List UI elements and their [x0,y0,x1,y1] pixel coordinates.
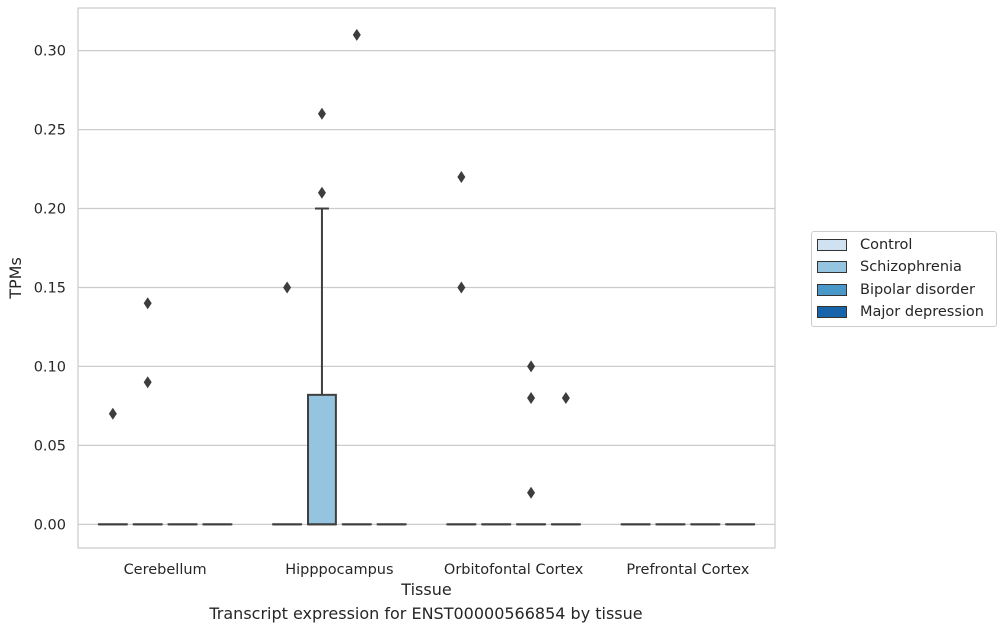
box-schizophrenia-hipppocampus [307,207,337,526]
outlier-point [143,376,152,389]
y-tick-label: 0.30 [34,44,66,60]
outlier-points [108,28,570,499]
y-tick-label: 0.05 [34,438,66,454]
outlier-point [527,360,536,373]
legend-label-control: Control [860,237,913,253]
legend-item-bipolar-disorder: Bipolar disorder [817,280,975,300]
legend-label-major-depression: Major depression [860,304,984,320]
legend-label-schizophrenia: Schizophrenia [860,259,962,275]
legend-swatch-bipolar-disorder [817,284,847,296]
outlier-point [527,392,536,404]
box-body [307,393,337,526]
outlier-point [527,486,536,499]
x-tick-label: Cerebellum [124,562,207,578]
chart-title: Transcript expression for ENST0000056685… [209,604,643,623]
y-tick-label: 0.20 [34,202,66,218]
y-tick-label: 0.10 [34,359,66,375]
x-tick-label: Prefrontal Cortex [626,562,749,578]
outlier-point [457,281,466,294]
outlier-point [143,297,152,310]
plot-frame [77,7,776,549]
outlier-point [283,281,292,294]
legend: Control Schizophrenia Bipolar disorder M… [811,231,997,327]
x-axis-title: Tissue [400,580,451,599]
legend-label-bipolar-disorder: Bipolar disorder [860,282,975,298]
outlier-point [108,407,117,420]
x-tick-label: Hipppocampus [285,562,393,578]
outlier-point [561,392,570,404]
y-tick-label: 0.15 [34,280,66,296]
y-axis-title: TPMs [6,257,25,300]
outlier-point [352,28,361,41]
y-tick-labels: 0.00 0.05 0.10 0.15 0.20 0.25 0.30 [34,44,66,534]
legend-swatch-control [817,239,847,251]
y-tick-label: 0.00 [34,517,66,533]
outlier-point [457,170,466,183]
legend-swatch-major-depression [817,306,847,318]
legend-item-control: Control [817,235,912,255]
x-tick-labels: Cerebellum Hipppocampus Orbitofontal Corte… [124,562,750,578]
legend-swatch-schizophrenia [817,261,847,273]
legend-item-schizophrenia: Schizophrenia [817,257,962,277]
legend-item-major-depression: Major depression [817,302,984,322]
plot-area [78,8,775,548]
box-series [97,207,756,526]
outlier-point [317,186,326,199]
y-tick-label: 0.25 [34,123,66,139]
x-tick-label: Orbitofontal Cortex [444,562,584,578]
outlier-point [317,107,326,120]
